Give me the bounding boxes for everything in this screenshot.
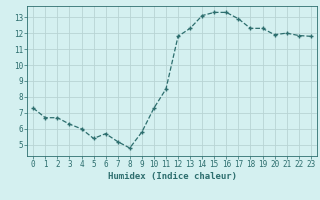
X-axis label: Humidex (Indice chaleur): Humidex (Indice chaleur)	[108, 172, 236, 181]
